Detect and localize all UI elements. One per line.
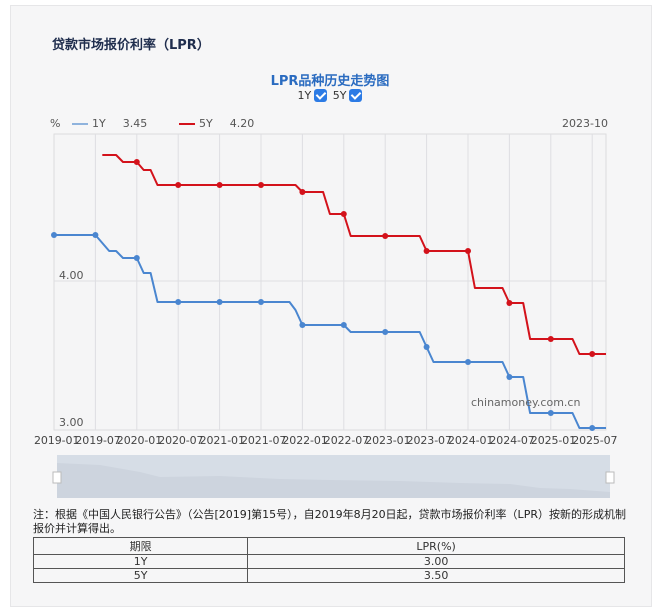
y-tick-3: 3.00 [59,416,84,429]
datazoom-left-handle[interactable] [52,471,62,484]
cell-rate: 3.50 [247,568,625,583]
x-tick: 2021-01 [199,434,245,447]
table-row: 1Y 3.00 [32,554,625,569]
checkbox-checked-icon[interactable] [349,89,363,102]
plot-area [53,133,607,431]
x-tick: 2025-07 [572,434,618,447]
cell-rate: 3.00 [247,554,625,569]
y-unit-label: % [50,117,61,130]
legend-1y-value: 3.45 [122,117,148,130]
x-tick: 2022-07 [323,434,370,447]
series-toggles: 1Y 5Y [0,89,660,102]
series-1y-points [51,232,596,431]
tooltip-date: 2023-10 [562,117,608,130]
legend-1y: 1Y 3.45 [72,117,147,130]
table-row: 5Y 3.50 [32,568,625,583]
datazoom-right-handle[interactable] [605,471,615,484]
legend-5y-value: 4.20 [229,117,255,130]
x-tick: 2024-01 [448,434,494,447]
footnote: 注：根据《中国人民银行公告》（公告[2019]第15号），自2019年8月20日… [33,508,626,535]
legend-line-5y-icon [179,123,195,125]
table-header-row: 期限 LPR(%) [32,537,625,555]
x-tick: 2021-07 [241,434,287,447]
x-tick: 2020-07 [158,434,204,447]
line-chart[interactable] [0,0,660,592]
checkbox-checked-icon[interactable] [314,89,328,102]
x-tick: 2025-01 [530,434,577,447]
x-tick: 2022-01 [282,434,328,447]
x-tick: 2023-01 [365,434,411,447]
header-term: 期限 [32,537,249,555]
datazoom-preview-area [57,463,610,498]
chart-title: LPR品种历史走势图 [270,74,390,89]
toggle-5y[interactable]: 5Y [333,89,363,102]
legend-5y: 5Y 4.20 [179,117,254,130]
page-title: 贷款市场报价利率（LPR） [52,38,210,53]
toggle-1y[interactable]: 1Y [298,89,328,102]
legend-5y-name: 5Y [199,117,213,130]
toggle-5y-label: 5Y [332,89,347,102]
cell-term: 5Y [32,568,249,583]
toggle-1y-label: 1Y [297,89,312,102]
x-tick: 2020-01 [116,434,163,447]
x-tick: 2024-07 [489,434,535,447]
lpr-rates-table: 期限 LPR(%) 1Y 3.00 5Y 3.50 [32,537,625,583]
legend-1y-name: 1Y [92,117,106,130]
legend-line-1y-icon [72,123,88,125]
x-tick: 2023-07 [406,434,452,447]
x-tick: 2019-07 [75,434,121,447]
cell-term: 1Y [32,554,249,569]
x-tick: 2019-01 [34,434,80,447]
watermark: chinamoney.com.cn [471,396,581,409]
y-tick-4: 4.00 [59,269,84,282]
header-lpr: LPR(%) [247,537,625,555]
series-5y-points [133,159,596,357]
